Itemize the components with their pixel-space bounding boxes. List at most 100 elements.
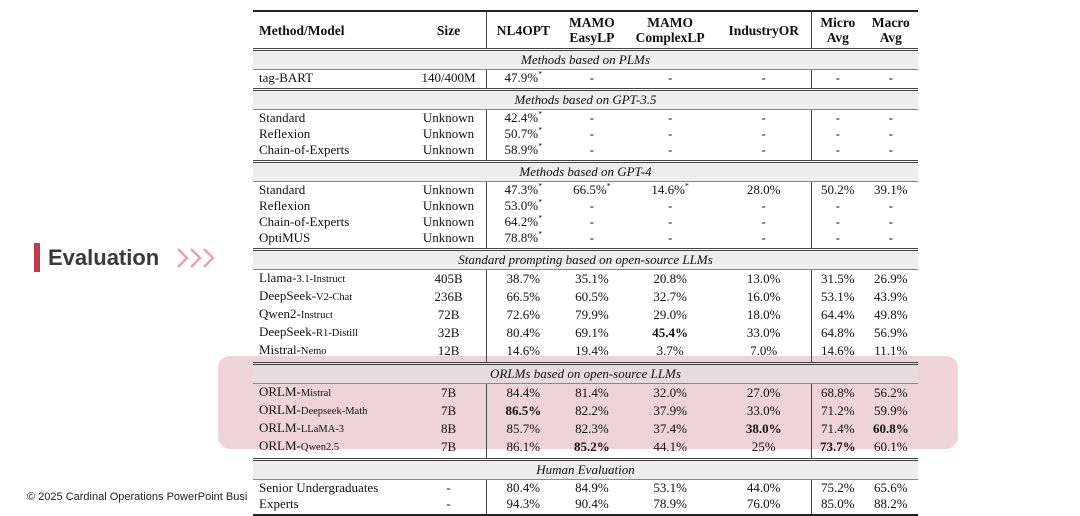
header-line: Macro [871, 15, 910, 30]
header-line: Avg [879, 30, 902, 45]
model-name: DeepSeek-R1-Distill [253, 324, 411, 342]
cell-text: 73.7% [819, 439, 856, 454]
cell: 42.4%* [485, 109, 560, 126]
model-name: Standard [259, 182, 306, 197]
cell: 44.0% [746, 480, 781, 495]
cell-subtext: 3.1-Instruct [296, 274, 346, 285]
data-row: ORLM-Deepseek-Math 7B 86.5% 82.2% 37.9% 33.0%… [253, 402, 918, 420]
model-name: ORLM-Deepseek-Math [253, 402, 411, 420]
cell: 20.8% [653, 271, 687, 286]
footnote-mark: * [538, 229, 543, 239]
cell: 66.5% [485, 288, 560, 306]
cell: 71.4% [810, 420, 864, 438]
cell: Unknown [422, 230, 475, 245]
cell: - [667, 198, 673, 213]
cell: - [667, 110, 673, 125]
cell: 14.6% [485, 342, 560, 364]
cell: Unknown [422, 110, 475, 125]
header-line: EasyLP [569, 30, 615, 45]
chevrons [177, 248, 215, 268]
cell: - [667, 126, 673, 141]
cell: 19.4% [575, 343, 609, 358]
data-row: tag-BART 140/400M 47.9%* - - - - - [253, 69, 918, 90]
cell: 58.9%* [485, 142, 560, 162]
cell: 84.4% [485, 383, 560, 402]
cell: - [888, 126, 893, 141]
cell: 29.0% [653, 307, 687, 322]
cell: 69.1% [575, 325, 609, 340]
cell-text: DeepSeek- [259, 324, 317, 339]
cell-text: 58.9% [504, 142, 539, 157]
data-row: Llama-3.1-Instruct 405B 38.7% 35.1% 20.8% 13.… [253, 269, 918, 288]
cell: 32B [437, 325, 460, 340]
cell: 86.5% [485, 402, 560, 420]
cell: 60.5% [575, 289, 609, 304]
cell-text: 85.2% [574, 439, 610, 454]
accent-bar [34, 243, 40, 272]
section-row: Methods based on GPT-3.5 [253, 88, 918, 110]
cell: 7B [440, 403, 457, 418]
cell: 32.0% [653, 385, 687, 400]
model-name: Reflexion [259, 126, 311, 141]
footnote-mark: * [606, 181, 611, 191]
data-row: Chain-of-Experts Unknown 64.2%* - - - - - [253, 214, 918, 230]
cell: 84.9% [575, 480, 609, 495]
section-title: ORLMs based on open-source LLMs [253, 362, 918, 384]
cell: 33.0% [746, 403, 781, 418]
data-row: Qwen2-Instruct 72B 72.6% 79.9% 29.0% 18.0% 64.… [253, 306, 918, 324]
data-row: OptiMUS Unknown 78.8%* - - - - - [253, 230, 918, 250]
header-row: Method/Model Size NL4OPT MAMO EasyLP MAMO Comp… [253, 11, 918, 50]
cell: - [761, 110, 766, 125]
cell: - [810, 230, 864, 250]
model-name: Chain-of-Experts [259, 142, 350, 157]
cell-text: 60.8% [872, 421, 909, 436]
cell: 7B [440, 385, 457, 400]
cell: - [667, 230, 673, 245]
cell-text: ORLM- [259, 402, 301, 417]
cell-text: 38.0% [745, 421, 782, 436]
cell: - [888, 70, 893, 85]
cell-text: 66.5% [573, 182, 607, 197]
cell: 31.5% [810, 269, 864, 288]
cell: - [589, 142, 595, 157]
cell: - [810, 142, 864, 162]
model-name: Reflexion [259, 198, 311, 213]
model-name: tag-BART [259, 70, 314, 85]
cell: - [761, 70, 766, 85]
model-name: ORLM-Qwen2.5 [253, 438, 411, 460]
cell: - [589, 70, 595, 85]
cell: 50.7%* [485, 125, 560, 142]
section-row: ORLMs based on open-source LLMs [253, 362, 918, 384]
footnote-mark: * [538, 125, 543, 135]
cell: 85.2% [560, 438, 624, 460]
data-row: DeepSeek-R1-Distill 32B 80.4% 69.1% 45.4% 33.… [253, 324, 918, 342]
cell-text: 47.9% [504, 70, 539, 85]
cell: - [667, 70, 673, 85]
cell: 44.1% [653, 439, 687, 454]
cell: 82.3% [575, 421, 609, 436]
model-name: ORLM-Mistral [253, 384, 411, 403]
cell: 71.2% [810, 402, 864, 420]
model-name: Standard [259, 110, 306, 125]
cell: - [589, 230, 595, 245]
cell: 13.0% [746, 271, 781, 286]
cell-text: ORLM- [259, 438, 301, 453]
cell: - [888, 110, 893, 125]
cell: 32.7% [653, 289, 687, 304]
cell: 38.7% [485, 269, 560, 288]
cell: 73.7% [810, 438, 864, 460]
header-line: Micro [820, 15, 856, 30]
footnote-mark: * [538, 69, 543, 79]
data-row: ORLM-LLaMA-3 8B 85.7% 82.3% 37.4% 38.0% 71.4% 6… [253, 420, 918, 438]
cell-subtext: Mistral [300, 388, 332, 399]
cell: - [667, 214, 673, 229]
data-row: ORLM-Qwen2.5 7B 86.1% 85.2% 44.1% 25% 73.7% 60.… [253, 438, 918, 460]
cell: 3.7% [656, 343, 684, 358]
cell: - [888, 142, 893, 157]
cell: 47.3%* [485, 181, 560, 198]
cell-subtext: Deepseek-Math [300, 406, 368, 417]
cell: 85.7% [485, 420, 560, 438]
cell: - [761, 230, 766, 245]
cell: - [761, 142, 766, 157]
